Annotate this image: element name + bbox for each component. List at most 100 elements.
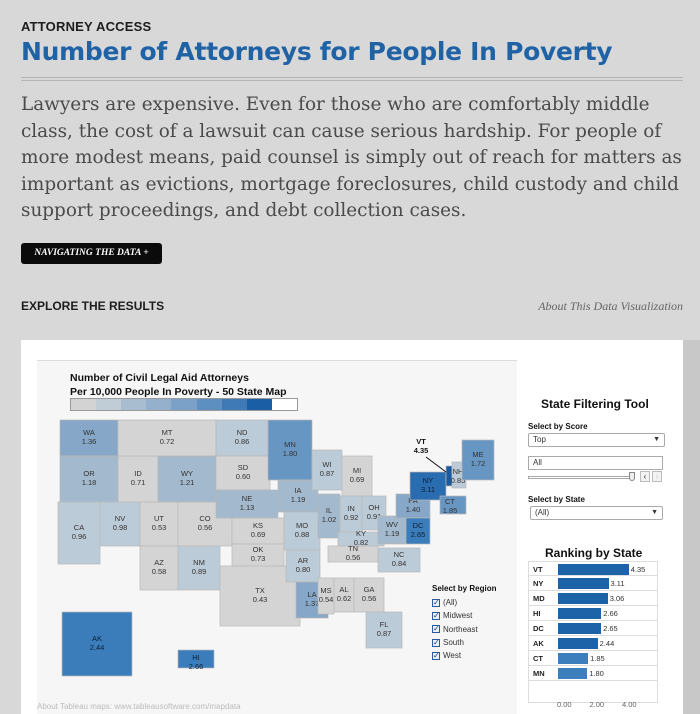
state-ok[interactable]: OK0.73 — [231, 543, 285, 567]
state-shape[interactable] — [215, 455, 271, 491]
state-shape[interactable] — [377, 547, 421, 573]
slider-prev-button[interactable]: ‹ — [640, 471, 650, 482]
state-shape[interactable] — [59, 455, 119, 503]
state-tn[interactable]: TN0.56 — [327, 544, 379, 563]
state-shape[interactable] — [365, 611, 403, 649]
state-shape[interactable] — [283, 511, 321, 551]
state-in[interactable]: IN0.92 — [339, 495, 363, 533]
slider-handle[interactable] — [629, 472, 635, 481]
state-ne[interactable]: NE1.13 — [215, 489, 279, 519]
state-ny[interactable]: NY3.11 — [409, 471, 447, 501]
ranking-bar[interactable] — [558, 638, 598, 649]
state-shape[interactable] — [341, 455, 373, 497]
state-az[interactable]: AZ0.58 — [139, 545, 179, 591]
state-ct[interactable]: CT1.85 — [439, 495, 467, 515]
state-shape[interactable] — [57, 501, 101, 565]
score-dropdown[interactable]: Top ▼ — [528, 433, 665, 447]
state-shape[interactable] — [461, 439, 495, 481]
state-shape[interactable] — [439, 495, 467, 515]
state-shape[interactable] — [139, 545, 179, 591]
ranking-row[interactable]: NY 3.11 — [528, 576, 658, 591]
state-al[interactable]: AL0.62 — [333, 577, 355, 613]
state-shape[interactable] — [117, 419, 217, 457]
ranking-row[interactable]: HI 2.66 — [528, 606, 658, 621]
state-wv[interactable]: WV1.19 — [377, 515, 407, 545]
state-nd[interactable]: ND0.86 — [215, 419, 269, 457]
score-slider[interactable] — [528, 476, 635, 479]
state-mn[interactable]: MN1.80 — [267, 419, 313, 481]
state-dropdown[interactable]: (All) ▼ — [530, 506, 663, 520]
state-ky[interactable]: KY0.82 — [337, 529, 385, 547]
region-option[interactable]: ✓ (All) — [432, 596, 496, 609]
ranking-row[interactable]: MD 3.06 — [528, 591, 658, 606]
about-visualization-link[interactable]: About This Data Visualization — [538, 299, 683, 313]
state-or[interactable]: OR1.18 — [59, 455, 119, 503]
state-nv[interactable]: NV0.98 — [99, 501, 141, 547]
state-ut[interactable]: UT0.53 — [139, 501, 179, 547]
state-mi[interactable]: MI0.69 — [341, 455, 373, 497]
state-wa[interactable]: WA1.36 — [59, 419, 119, 457]
state-shape[interactable] — [61, 611, 133, 677]
region-option[interactable]: ✓ West — [432, 649, 496, 662]
state-abbr-label: NE — [242, 494, 252, 503]
state-shape[interactable] — [177, 545, 221, 591]
region-option[interactable]: ✓ Northeast — [432, 623, 496, 636]
state-il[interactable]: IL1.02 — [317, 493, 341, 539]
state-shape[interactable] — [409, 471, 447, 501]
range-input[interactable]: All — [528, 456, 663, 470]
state-wi[interactable]: WI0.87 — [311, 449, 343, 491]
ranking-bar[interactable] — [558, 578, 609, 589]
ranking-bar[interactable] — [558, 623, 602, 634]
state-shape[interactable] — [285, 549, 321, 583]
ranking-bar[interactable] — [558, 668, 588, 679]
state-wy[interactable]: WY1.21 — [157, 455, 217, 503]
state-ga[interactable]: GA0.56 — [353, 577, 385, 613]
state-shape[interactable] — [219, 565, 301, 627]
state-dc[interactable]: DC2.65 — [405, 517, 431, 545]
state-nc[interactable]: NC0.84 — [377, 547, 421, 573]
navigating-data-button[interactable]: NAVIGATING THE DATA + — [21, 243, 162, 264]
state-shape[interactable] — [157, 455, 217, 503]
state-shape[interactable] — [353, 577, 385, 613]
state-ks[interactable]: KS0.69 — [231, 517, 285, 545]
ranking-bar[interactable] — [558, 653, 589, 664]
state-shape[interactable] — [377, 515, 407, 545]
checkbox-checked-icon[interactable]: ✓ — [432, 610, 440, 620]
ranking-bar[interactable] — [558, 593, 608, 604]
state-mt[interactable]: MT0.72 — [117, 419, 217, 457]
state-me[interactable]: ME1.72 — [461, 439, 495, 481]
state-ms[interactable]: MS0.54 — [317, 577, 335, 615]
ranking-row[interactable]: DC 2.65 — [528, 621, 658, 636]
checkbox-checked-icon[interactable]: ✓ — [432, 597, 440, 607]
state-ca[interactable]: CA0.96 — [57, 501, 101, 565]
state-hi[interactable]: HI2.66 — [177, 649, 215, 671]
state-ar[interactable]: AR0.80 — [285, 549, 321, 583]
state-shape[interactable] — [215, 419, 269, 457]
region-option[interactable]: ✓ South — [432, 636, 496, 649]
checkbox-checked-icon[interactable]: ✓ — [432, 624, 440, 634]
state-shape[interactable] — [405, 517, 431, 545]
slider-next-button[interactable]: › — [652, 471, 662, 482]
state-tx[interactable]: TX0.43 — [219, 565, 301, 627]
ranking-bar[interactable] — [558, 608, 602, 619]
ranking-row[interactable]: MN 1.80 — [528, 666, 658, 681]
ranking-row[interactable]: VT 4.35 — [528, 561, 658, 576]
checkbox-checked-icon[interactable]: ✓ — [432, 637, 440, 647]
state-fl[interactable]: FL0.87 — [365, 611, 403, 649]
state-mo[interactable]: MO0.88 — [283, 511, 321, 551]
map-credit[interactable]: About Tableau maps: www.tableausoftware.… — [37, 702, 241, 711]
ranking-row[interactable]: CT 1.85 — [528, 651, 658, 666]
state-nm[interactable]: NM0.89 — [177, 545, 221, 591]
ranking-bar[interactable] — [558, 564, 629, 575]
state-shape[interactable] — [311, 449, 343, 491]
state-id[interactable]: ID0.71 — [117, 455, 159, 503]
state-shape[interactable] — [267, 419, 313, 481]
ranking-row[interactable]: AK 2.44 — [528, 636, 658, 651]
checkbox-checked-icon[interactable]: ✓ — [432, 650, 440, 660]
state-sd[interactable]: SD0.60 — [215, 455, 271, 491]
state-ak[interactable]: AK2.44 — [61, 611, 133, 677]
state-shape[interactable] — [177, 649, 215, 669]
region-option[interactable]: ✓ Midwest — [432, 609, 496, 622]
state-shape[interactable] — [139, 501, 179, 547]
